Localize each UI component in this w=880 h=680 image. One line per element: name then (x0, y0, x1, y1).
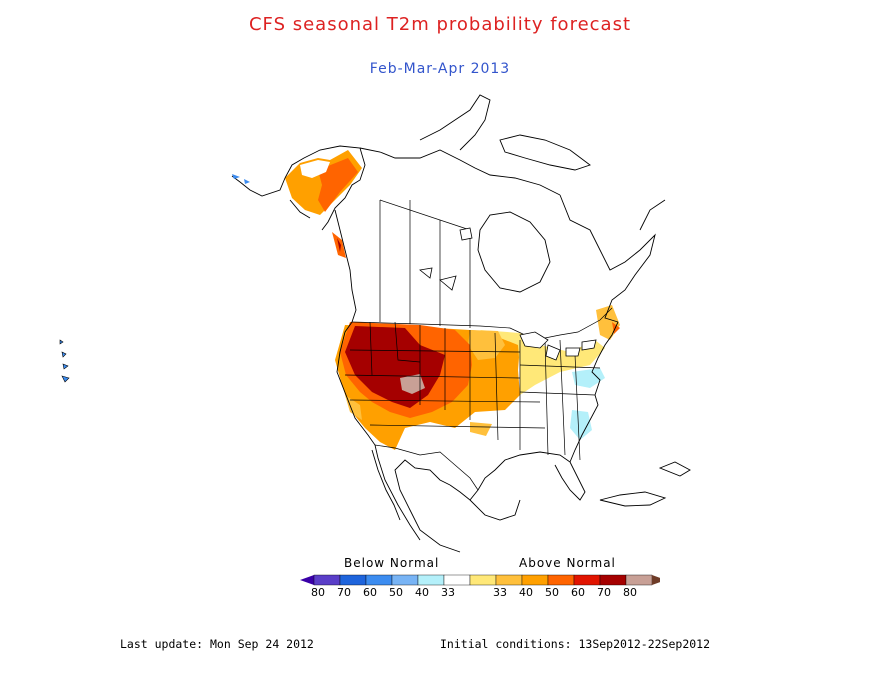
legend-swatch (547, 574, 575, 586)
map-subtitle: Feb-Mar-Apr 2013 (369, 61, 511, 77)
legend-tick-label: 70 (337, 586, 351, 599)
legend-swatch (495, 574, 523, 586)
legend-swatch (573, 574, 601, 586)
legend-tick-label: 60 (571, 586, 585, 599)
legend-tick-label: 33 (493, 586, 507, 599)
legend-tick-label: 40 (519, 586, 533, 599)
coastlines (231, 94, 691, 553)
legend-swatch (469, 574, 497, 586)
conus-anomaly-region (335, 305, 620, 450)
legend-swatch (625, 574, 653, 586)
map-title: CFS seasonal T2m probability forecast (248, 14, 632, 35)
lakes-and-islands (419, 227, 597, 361)
legend-swatch (417, 574, 445, 586)
legend-swatch (443, 574, 471, 586)
legend-tick-label: 80 (623, 586, 637, 599)
legend-swatch (391, 574, 419, 586)
color-legend-bar (300, 574, 660, 586)
legend-tick-label: 33 (441, 586, 455, 599)
legend-swatch (521, 574, 549, 586)
legend-swatch (365, 574, 393, 586)
below-normal-label: Below Normal (344, 556, 440, 570)
legend-tick-label: 50 (389, 586, 403, 599)
legend-left-arrow (300, 575, 314, 585)
legend-swatch (313, 574, 341, 586)
legend-tick-label: 70 (597, 586, 611, 599)
above-normal-label: Above Normal (519, 556, 616, 570)
last-update-text: Last update: Mon Sep 24 2012 (120, 637, 314, 651)
legend-tick-label: 80 (311, 586, 325, 599)
legend-right-arrow (652, 575, 660, 585)
hawaii-islands (59, 339, 70, 383)
initial-conditions-text: Initial conditions: 13Sep2012-22Sep2012 (440, 637, 711, 651)
aleutian-islands (232, 174, 250, 184)
alaska-anomaly-region (285, 150, 362, 258)
legend-swatch (599, 574, 627, 586)
legend-tick-label: 40 (415, 586, 429, 599)
legend-swatch (339, 574, 367, 586)
legend-tick-label: 60 (363, 586, 377, 599)
legend-tick-label: 50 (545, 586, 559, 599)
